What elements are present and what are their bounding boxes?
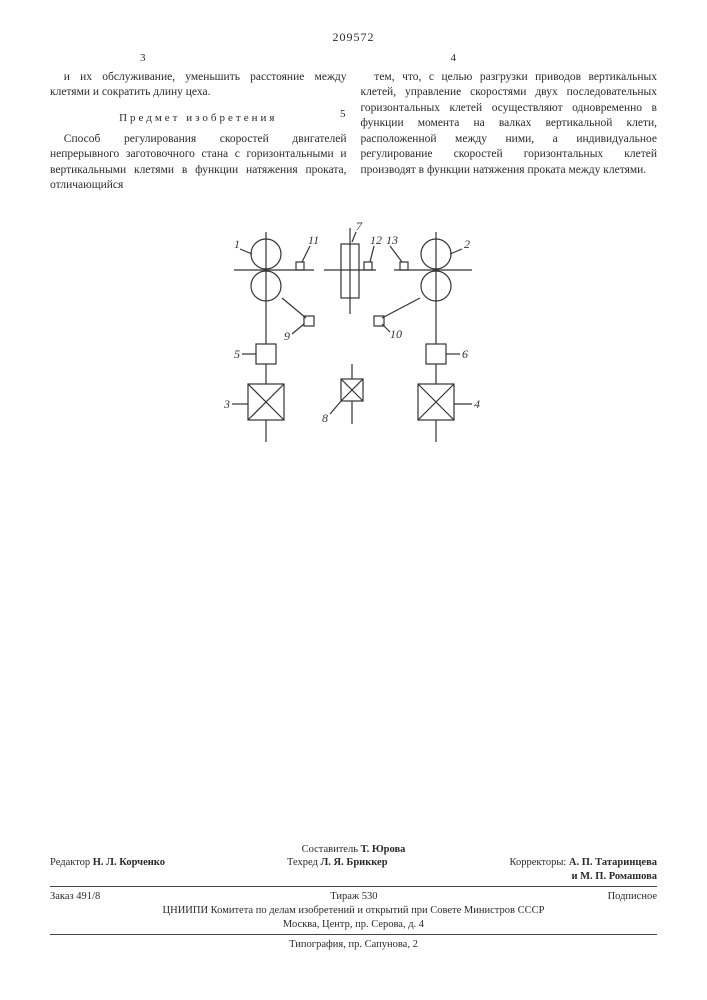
label-11: 11 [308,233,319,247]
editor-label: Редактор [50,857,90,868]
order-number: Заказ 491/8 [50,890,100,904]
left-para-1: и их обслуживание, уменьшить расстояние … [50,70,347,101]
page: 209572 3 и их обслуживание, уменьшить ра… [0,0,707,474]
left-column: 3 и их обслуживание, уменьшить расстояни… [50,51,347,194]
label-4: 4 [474,397,480,411]
schematic-diagram: 1 2 3 4 5 6 7 8 9 10 11 12 13 [204,214,504,454]
subscription: Подписное [608,890,657,904]
tirage: Тираж 530 [330,890,377,904]
techred-name: Л. Я. Бриккер [320,857,387,868]
techred-label: Техред [287,857,318,868]
right-col-number: 4 [361,51,658,66]
organisation: ЦНИИПИ Комитета по делам изобретений и о… [50,904,657,918]
label-5: 5 [234,347,240,361]
printer: Типография, пр. Сапунова, 2 [50,938,657,952]
compiler-label: Составитель [302,844,358,855]
label-3: 3 [223,397,230,411]
label-10: 10 [390,327,402,341]
label-2: 2 [464,237,470,251]
diagram-container: 1 2 3 4 5 6 7 8 9 10 11 12 13 [50,214,657,454]
label-13: 13 [386,233,398,247]
margin-marker: 5 [340,108,346,120]
right-column: 4 тем, что, с целью разгрузки приводов в… [361,51,658,194]
compiler-name: Т. Юрова [361,844,406,855]
label-12: 12 [370,233,382,247]
text-columns: 3 и их обслуживание, уменьшить расстояни… [50,51,657,194]
label-8: 8 [322,411,328,425]
credits-block: Составитель Т. Юрова Редактор Н. Л. Корч… [50,843,657,952]
editor-name: Н. Л. Корченко [93,857,165,868]
label-9: 9 [284,329,290,343]
corrector-1: А. П. Татаринцева [569,857,657,868]
right-para-1: тем, что, с целью разгрузки приводов вер… [361,70,658,179]
document-number: 209572 [50,30,657,45]
label-1: 1 [234,237,240,251]
corrector-2: и М. П. Ромашова [571,871,657,882]
left-para-2: Способ регулирования скоростей двигателе… [50,132,347,194]
label-7: 7 [356,219,363,233]
left-col-number: 3 [50,51,347,66]
address: Москва, Центр, пр. Серова, д. 4 [50,918,657,932]
label-6: 6 [462,347,468,361]
correctors-label: Корректоры: [510,857,567,868]
section-title: Предмет изобретения [50,111,347,126]
